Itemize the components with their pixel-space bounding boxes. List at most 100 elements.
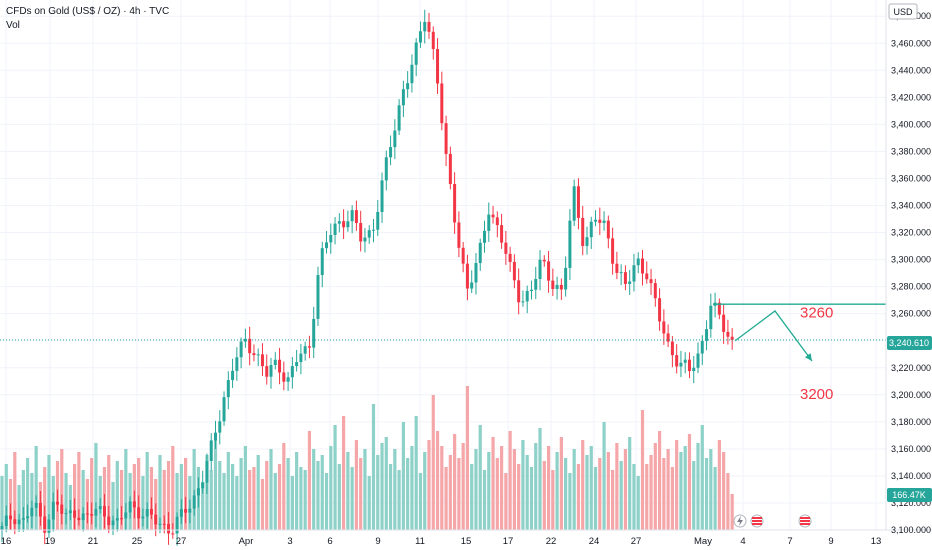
candle-body [47, 519, 51, 533]
candle-body [508, 253, 512, 262]
volume-bar [239, 458, 243, 530]
candle-body [529, 289, 533, 291]
volume-bar [704, 458, 709, 530]
economic-event-flag-icon-2[interactable] [798, 514, 812, 528]
volume-bar [218, 461, 222, 530]
volume-bar [692, 461, 696, 530]
candle-body [632, 265, 636, 282]
economic-event-flag-icon[interactable] [750, 514, 764, 528]
candle-body [410, 64, 414, 84]
volume-bar [17, 485, 21, 530]
time-tick-label: 16 [1, 536, 12, 547]
grid [0, 0, 886, 531]
candle-body [367, 230, 371, 238]
candle-body [137, 507, 141, 519]
volume-bar [427, 440, 431, 530]
volume-bar [542, 461, 546, 530]
candle-body [30, 507, 34, 517]
volume-bar [90, 458, 94, 530]
volume-bar [260, 479, 265, 530]
candle-body [380, 180, 384, 212]
volume-bar [653, 443, 657, 530]
candle-body [504, 242, 508, 254]
volume-bar [21, 470, 25, 530]
candle-body [576, 186, 580, 218]
volume-bar [388, 464, 393, 530]
candle-body [649, 279, 653, 284]
volume-bar [333, 425, 337, 530]
candle-body [303, 346, 307, 354]
candle-body [384, 157, 388, 181]
currency-badge[interactable] [888, 3, 918, 20]
candle-body [278, 359, 282, 373]
time-tick-label: 9 [375, 536, 380, 547]
candle-body [521, 301, 525, 303]
volume-indicator-label: Vol [6, 20, 20, 31]
candle-body [397, 105, 401, 131]
volume-bar [640, 410, 645, 530]
time-tick-label: 21 [88, 536, 99, 547]
volume-bar [572, 449, 576, 530]
price-axis[interactable]: 3,100.000 3,120.000 3,140.000 3,160.000 3,18… [891, 11, 931, 535]
candle-body [179, 509, 183, 517]
volume-bar [359, 458, 363, 530]
time-axis[interactable]: 16 19 21 25 27 Apr 3 6 9 11 15 17 22 24 27 May 4 7 9 13 [1, 536, 882, 547]
annotation-3260[interactable]: 3260 [800, 305, 833, 322]
volume-bar [184, 458, 188, 530]
volume-bar [273, 473, 277, 530]
candle-body [81, 513, 85, 521]
candle-body [316, 275, 320, 319]
candle-body [606, 220, 610, 239]
annotation-3200[interactable]: 3200 [800, 386, 833, 403]
candle-body [636, 258, 640, 266]
volume-bar [632, 464, 636, 530]
candle-body [307, 346, 311, 348]
time-tick-label: 22 [546, 536, 557, 547]
time-tick-label: Apr [239, 536, 254, 547]
volume-bar [465, 386, 470, 530]
candle-body [329, 235, 333, 243]
chart-title: CFDs on Gold (US$ / OZ) · 4h · TVC [6, 6, 170, 17]
candle-body [359, 222, 363, 242]
volume-bar [342, 416, 346, 530]
volume-bar [534, 443, 538, 530]
candle-body [474, 263, 478, 283]
candle-body [111, 520, 115, 526]
volume-bar [461, 443, 465, 530]
projection-arrowhead [804, 353, 812, 361]
volume-bar [726, 473, 730, 530]
candle-body [555, 284, 559, 289]
volume-bar [470, 464, 474, 530]
candle-body [431, 31, 435, 50]
volume-bar [649, 455, 653, 530]
volume-bar [709, 449, 713, 530]
candle-body [299, 353, 303, 363]
volume-bar [209, 470, 213, 530]
candle-body [56, 501, 60, 505]
candle-body [60, 504, 64, 514]
candle-body [107, 516, 111, 526]
candle-body [333, 223, 337, 236]
candle-body [269, 364, 273, 377]
candle-body [51, 501, 55, 520]
candle-body [406, 83, 410, 90]
candle-body [478, 242, 482, 264]
volume-bar [683, 446, 687, 530]
candle-body [64, 513, 68, 515]
projection-arrow[interactable] [734, 310, 813, 362]
volume-bar [551, 470, 555, 530]
candle-body [589, 221, 593, 238]
price-tick-label: 3,440.000 [891, 65, 931, 75]
candle-body [709, 305, 713, 330]
volume-bar [491, 437, 495, 530]
candle-body [85, 513, 89, 515]
lightning-icon[interactable] [733, 514, 747, 528]
candle-body [564, 267, 568, 290]
price-tick-label: 3,400.000 [891, 119, 931, 129]
candle-body [162, 523, 166, 525]
candle-body [423, 21, 427, 32]
candle-body [115, 518, 119, 521]
candle-body [141, 516, 145, 519]
price-tick-label: 3,340.000 [891, 201, 931, 211]
